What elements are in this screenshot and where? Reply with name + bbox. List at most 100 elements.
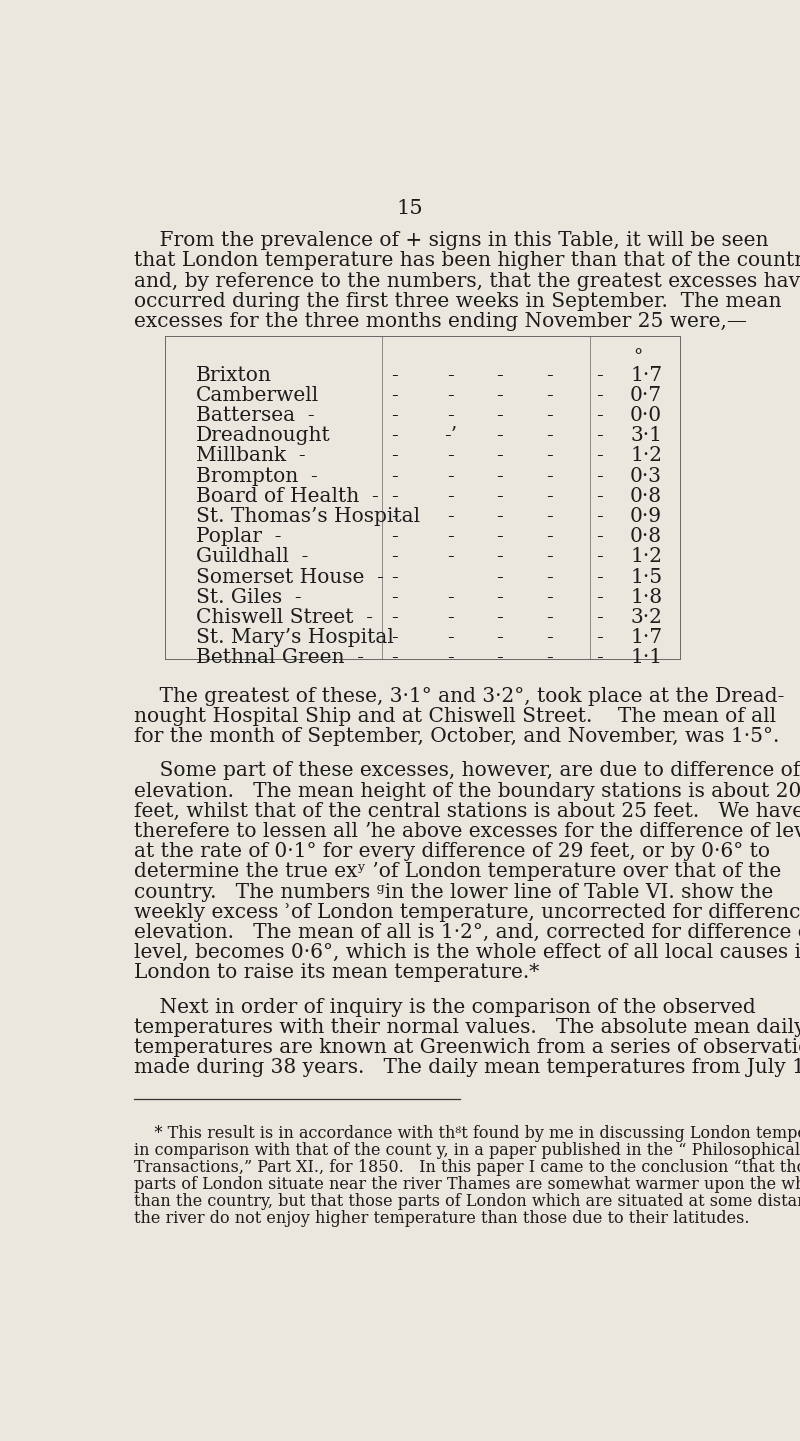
Text: -: - xyxy=(596,527,602,546)
Text: Guildhall  -: Guildhall - xyxy=(196,548,309,566)
Text: Next in order of inquiry is the comparison of the observed: Next in order of inquiry is the comparis… xyxy=(134,997,756,1017)
Text: 3·1: 3·1 xyxy=(630,427,662,445)
Text: -: - xyxy=(391,366,398,385)
Text: 0·0: 0·0 xyxy=(630,406,662,425)
Text: -: - xyxy=(546,406,553,425)
Text: -: - xyxy=(546,608,553,627)
Text: -: - xyxy=(497,628,503,647)
Text: -: - xyxy=(596,588,602,607)
Text: elevation.   The mean of all is 1·2°, and, corrected for difference of: elevation. The mean of all is 1·2°, and,… xyxy=(134,922,800,942)
Text: -: - xyxy=(546,487,553,506)
Text: -: - xyxy=(391,467,398,486)
Text: -: - xyxy=(546,548,553,566)
Text: Bethnal Green  -: Bethnal Green - xyxy=(196,648,364,667)
Text: 0·8: 0·8 xyxy=(630,487,662,506)
Text: -: - xyxy=(447,527,454,546)
Text: level, becomes 0·6°, which is the whole effect of all local causes in: level, becomes 0·6°, which is the whole … xyxy=(134,944,800,963)
Text: -: - xyxy=(391,548,398,566)
Text: Brompton  -: Brompton - xyxy=(196,467,318,486)
Text: -: - xyxy=(497,427,503,445)
Text: 15: 15 xyxy=(397,199,423,218)
Text: -’: -’ xyxy=(444,427,457,445)
Text: -: - xyxy=(391,406,398,425)
Text: -: - xyxy=(497,406,503,425)
Text: Brixton: Brixton xyxy=(196,366,272,385)
Text: 1·2: 1·2 xyxy=(630,548,662,566)
Text: -: - xyxy=(447,467,454,486)
Text: therefere to lessen all ʼhe above excesses for the difference of level: therefere to lessen all ʼhe above excess… xyxy=(134,821,800,842)
Text: -: - xyxy=(391,608,398,627)
Text: -: - xyxy=(497,588,503,607)
Text: -: - xyxy=(447,648,454,667)
Text: -: - xyxy=(497,527,503,546)
Text: for the month of September, October, and November, was 1·5°.: for the month of September, October, and… xyxy=(134,728,779,746)
Text: St. Thomas’s Hospital: St. Thomas’s Hospital xyxy=(196,507,420,526)
Text: 0·8: 0·8 xyxy=(630,527,662,546)
Text: -: - xyxy=(447,447,454,465)
Text: that London temperature has been higher than that of the country,: that London temperature has been higher … xyxy=(134,252,800,271)
Text: -: - xyxy=(497,568,503,586)
Text: Camberwell: Camberwell xyxy=(196,386,319,405)
Text: Millbank  -: Millbank - xyxy=(196,447,306,465)
Text: -: - xyxy=(447,406,454,425)
Text: 1·7: 1·7 xyxy=(630,366,662,385)
Text: parts of London situate near the river Thames are somewhat warmer upon the whole: parts of London situate near the river T… xyxy=(134,1176,800,1193)
Text: -: - xyxy=(447,507,454,526)
Text: -: - xyxy=(546,427,553,445)
Text: -: - xyxy=(596,406,602,425)
Text: -: - xyxy=(546,447,553,465)
Text: -: - xyxy=(497,648,503,667)
Text: -: - xyxy=(596,507,602,526)
Text: -: - xyxy=(391,487,398,506)
Text: -: - xyxy=(546,366,553,385)
Text: From the prevalence of + signs in this Table, it will be seen: From the prevalence of + signs in this T… xyxy=(134,232,769,251)
Text: -: - xyxy=(447,487,454,506)
Text: country.   The numbers ᵍin the lower line of Table VI. show the: country. The numbers ᵍin the lower line … xyxy=(134,882,774,902)
Text: excesses for the three months ending November 25 were,—: excesses for the three months ending Nov… xyxy=(134,313,747,331)
Text: the river do not enjoy higher temperature than those due to their latitudes.: the river do not enjoy higher temperatur… xyxy=(134,1209,750,1226)
Text: -: - xyxy=(391,628,398,647)
Text: -: - xyxy=(447,608,454,627)
Text: -: - xyxy=(497,548,503,566)
Text: 1·2: 1·2 xyxy=(630,447,662,465)
Text: -: - xyxy=(391,447,398,465)
Text: -: - xyxy=(596,648,602,667)
Text: -: - xyxy=(546,467,553,486)
Text: -: - xyxy=(497,507,503,526)
Text: -: - xyxy=(447,366,454,385)
Text: Somerset House  -: Somerset House - xyxy=(196,568,384,586)
Text: -: - xyxy=(447,548,454,566)
Text: -: - xyxy=(391,568,398,586)
Text: Poplar  -: Poplar - xyxy=(196,527,282,546)
Text: than the country, but that those parts of London which are situated at some dist: than the country, but that those parts o… xyxy=(134,1193,800,1210)
Text: -: - xyxy=(596,386,602,405)
Text: -: - xyxy=(391,527,398,546)
Text: -: - xyxy=(596,568,602,586)
Text: London to raise its mean temperature.*: London to raise its mean temperature.* xyxy=(134,964,539,983)
Text: feet, whilst that of the central stations is about 25 feet.   We have: feet, whilst that of the central station… xyxy=(134,801,800,821)
Text: -: - xyxy=(596,608,602,627)
Text: 1·8: 1·8 xyxy=(630,588,662,607)
Text: Transactions,” Part XI., for 1850.   In this paper I came to the conclusion “tha: Transactions,” Part XI., for 1850. In th… xyxy=(134,1159,800,1176)
Text: -: - xyxy=(391,507,398,526)
Text: -: - xyxy=(596,447,602,465)
Text: -: - xyxy=(596,467,602,486)
Text: 3·2: 3·2 xyxy=(630,608,662,627)
Text: weekly excess ʾof London temperature, uncorrected for difference of: weekly excess ʾof London temperature, un… xyxy=(134,902,800,922)
Text: at the rate of 0·1° for every difference of 29 feet, or by 0·6° to: at the rate of 0·1° for every difference… xyxy=(134,842,770,862)
Text: -: - xyxy=(596,628,602,647)
Text: -: - xyxy=(391,588,398,607)
Text: Board of Health  -: Board of Health - xyxy=(196,487,379,506)
Text: -: - xyxy=(497,366,503,385)
Text: -: - xyxy=(546,568,553,586)
Text: nought Hospital Ship and at Chiswell Street.    The mean of all: nought Hospital Ship and at Chiswell Str… xyxy=(134,708,776,726)
Text: temperatures are known at Greenwich from a series of observations: temperatures are known at Greenwich from… xyxy=(134,1038,800,1058)
Text: -: - xyxy=(391,427,398,445)
Text: -: - xyxy=(391,648,398,667)
Text: -: - xyxy=(497,608,503,627)
Text: -: - xyxy=(391,386,398,405)
Text: determine the true exʸ ’of London temperature over that of the: determine the true exʸ ’of London temper… xyxy=(134,862,782,882)
Text: and, by reference to the numbers, that the greatest excesses have: and, by reference to the numbers, that t… xyxy=(134,272,800,291)
Text: 1·1: 1·1 xyxy=(630,648,662,667)
Text: -: - xyxy=(546,527,553,546)
